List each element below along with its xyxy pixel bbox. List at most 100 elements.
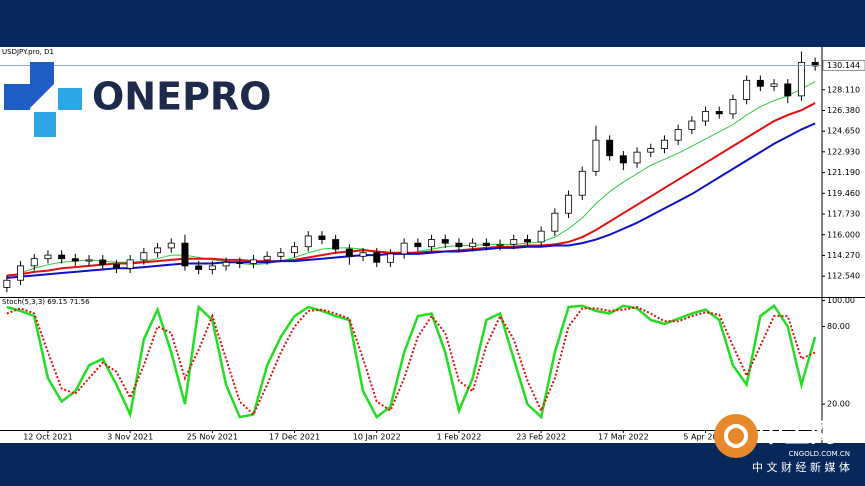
candle-body xyxy=(633,151,641,164)
y-tick-label: 121.190 xyxy=(827,168,860,177)
watermark-icon xyxy=(714,414,758,458)
candle-body xyxy=(249,259,257,264)
watermark: 中金网 CNGOLD.COM.CN 中 文 财 经 新 媒 体 xyxy=(714,414,850,474)
series-line xyxy=(6,303,817,420)
indicator-title: Stoch(5,3,3) 69.15 71.56 xyxy=(2,298,90,306)
candle-body xyxy=(304,235,312,248)
candle-body xyxy=(715,111,723,115)
y-tick-label: 126.380 xyxy=(827,106,860,115)
candle-body xyxy=(126,259,134,269)
candle-body xyxy=(496,243,504,246)
candle-body xyxy=(469,242,477,248)
candle-body xyxy=(236,261,244,264)
candle-body xyxy=(30,258,38,267)
candle-body xyxy=(181,242,189,267)
candle-body xyxy=(222,261,230,267)
candle-body xyxy=(140,252,148,261)
watermark-slogan: 中 文 财 经 新 媒 体 xyxy=(752,460,850,474)
candle-body xyxy=(592,139,600,172)
logo: ONEPRO xyxy=(4,62,271,137)
candle-body xyxy=(565,194,573,214)
candle-body xyxy=(647,148,655,153)
candle-body xyxy=(455,242,463,248)
candle-body xyxy=(551,212,559,232)
candle-body xyxy=(386,253,394,263)
last-price-box xyxy=(822,60,865,71)
candle-body xyxy=(345,248,353,257)
candle-body xyxy=(167,242,175,249)
candle-body xyxy=(400,242,408,255)
candle-body xyxy=(85,259,93,262)
candle-body xyxy=(811,61,819,67)
candle-body xyxy=(44,254,52,260)
candle-body xyxy=(784,83,792,97)
candle-body xyxy=(510,239,518,245)
candle-body xyxy=(756,79,764,87)
candle-body xyxy=(743,79,751,100)
logo-shape xyxy=(30,62,54,108)
candle-body xyxy=(208,265,216,270)
candle-body xyxy=(359,252,367,257)
top-bar xyxy=(0,0,865,47)
x-tick-label: 17 Mar 2022 xyxy=(598,433,649,442)
watermark-text: 中金网 xyxy=(758,418,836,449)
candle-body xyxy=(619,155,627,164)
y-tick-label: 112.540 xyxy=(827,272,860,281)
candle-body xyxy=(318,235,326,240)
x-tick-label: 23 Feb 2022 xyxy=(516,433,566,442)
candle-body xyxy=(99,259,107,266)
x-tick-label: 1 Feb 2022 xyxy=(437,433,482,442)
x-tick-label: 25 Nov 2021 xyxy=(187,433,238,442)
candle-body xyxy=(291,246,299,254)
series-line xyxy=(6,102,816,277)
candle-body xyxy=(195,265,203,270)
y-tick-label: 119.460 xyxy=(827,189,860,198)
candle-body xyxy=(482,242,490,246)
y-tick-label: 122.930 xyxy=(827,147,860,156)
y-tick-label: 100.00 xyxy=(827,296,855,305)
candle-body xyxy=(414,242,422,248)
watermark-site: CNGOLD.COM.CN xyxy=(789,450,850,458)
y-tick-label: 116.000 xyxy=(827,230,860,239)
candle-body xyxy=(277,252,285,257)
watermark-icon xyxy=(724,424,748,448)
candle-body xyxy=(770,83,778,87)
x-tick-label: 17 Dec 2021 xyxy=(269,433,320,442)
candle-body xyxy=(537,230,545,243)
candle-body xyxy=(428,239,436,248)
logo-square xyxy=(34,112,56,137)
candle-body xyxy=(606,139,614,157)
candle-body xyxy=(263,255,271,261)
candle-body xyxy=(3,279,11,288)
candle-body xyxy=(154,247,162,254)
candle-body xyxy=(688,120,696,130)
candle-body xyxy=(332,239,340,250)
candle-body xyxy=(729,99,737,115)
y-tick-label: 80.00 xyxy=(827,322,850,331)
x-tick-label: 12 Oct 2021 xyxy=(23,433,72,442)
candle-body xyxy=(373,252,381,263)
candle-body xyxy=(17,265,25,281)
candle-body xyxy=(112,264,120,269)
x-tick-label: 10 Jan 2022 xyxy=(353,433,401,442)
chart-title: USDJPY.pro, D1 xyxy=(2,48,54,56)
candle-body xyxy=(674,129,682,141)
logo-square xyxy=(4,84,30,110)
y-tick-label: 20.00 xyxy=(827,400,850,409)
series-line xyxy=(6,122,816,279)
candle-body xyxy=(71,258,79,262)
logo-text: ONEPRO xyxy=(92,75,271,119)
last-price-label: 130.144 xyxy=(827,61,860,70)
candle-body xyxy=(523,239,531,243)
candle-body xyxy=(797,61,805,97)
series-line xyxy=(6,306,816,417)
candle-body xyxy=(702,111,710,122)
candle-body xyxy=(578,170,586,196)
candle-body xyxy=(660,139,668,149)
x-tick-label: 5 Apr 2022 xyxy=(683,433,727,442)
y-tick-label: 124.650 xyxy=(827,127,860,136)
logo-square xyxy=(58,88,82,110)
y-tick-label: 128.110 xyxy=(827,85,860,94)
candle-body xyxy=(58,254,66,260)
